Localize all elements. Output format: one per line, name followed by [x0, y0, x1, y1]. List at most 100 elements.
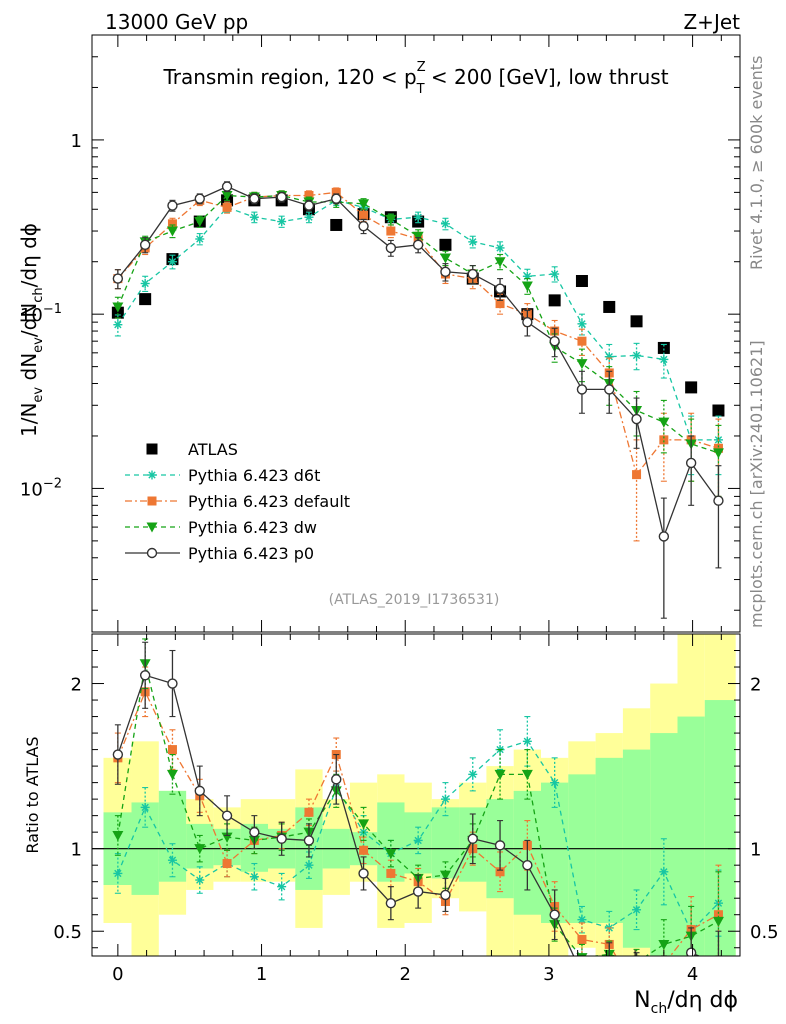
marker-square	[685, 381, 698, 394]
marker-star	[113, 320, 123, 330]
marker-triangle	[494, 769, 506, 780]
marker-circle	[440, 889, 451, 901]
marker-star	[113, 868, 123, 878]
legend-label: Pythia 6.423 dw	[188, 518, 317, 537]
marker-triangle	[166, 226, 178, 237]
marker-square	[632, 470, 642, 480]
marker-star	[140, 278, 150, 288]
ratio-plot-area: 0.5 0.5 1 1 2 2 0 1 2 3 4	[53, 634, 779, 985]
main-plot-area: 1 10 −1 10−2	[20, 34, 740, 632]
band-green	[595, 757, 623, 923]
band-green	[158, 790, 187, 882]
series-pythia-6-423-p0	[112, 641, 722, 956]
y-tick-label-right: 0.5	[750, 922, 779, 943]
marker-star	[659, 867, 669, 877]
ratio-data	[92, 634, 740, 956]
main-x-ticks	[117, 35, 722, 632]
marker-square	[495, 299, 505, 309]
y-tick-label: 2	[71, 675, 82, 696]
legend-label: Pythia 6.423 p0	[188, 544, 314, 563]
marker-circle	[249, 193, 260, 204]
marker-star-arm	[523, 737, 532, 746]
marker-triangle	[194, 844, 206, 855]
marker-circle	[494, 283, 506, 294]
marker-square	[386, 868, 396, 878]
marker-star	[195, 234, 205, 244]
marker-circle	[385, 897, 397, 909]
marker-circle	[522, 316, 533, 328]
marker-square	[630, 315, 643, 328]
marker-circle	[167, 678, 178, 689]
marker-square	[713, 910, 723, 920]
marker-square	[439, 238, 452, 251]
marker-square	[603, 300, 616, 313]
marker-triangle	[385, 849, 397, 860]
marker-triangle	[658, 417, 670, 428]
marker-triangle	[112, 302, 124, 313]
marker-square	[304, 807, 314, 817]
marker-circle	[167, 200, 178, 211]
marker-square	[304, 190, 314, 200]
marker-triangle	[712, 448, 724, 459]
y-tick-base: 10	[20, 479, 43, 500]
main-y-axis-label: 1/Nev dNev/dNch/dη dϕ	[17, 223, 46, 437]
marker-triangle	[146, 522, 158, 533]
y-tick-label: 0.5	[53, 922, 82, 943]
marker-circle	[276, 191, 287, 203]
marker-circle	[112, 273, 124, 284]
marker-star-arm	[550, 270, 559, 278]
marker-square	[331, 187, 341, 197]
marker-square	[146, 443, 158, 455]
marker-star-arm	[660, 868, 668, 876]
marker-triangle	[166, 769, 178, 780]
marker-star	[147, 470, 157, 480]
marker-star	[659, 354, 669, 364]
marker-triangle	[494, 257, 506, 268]
ratio-frame	[91, 633, 741, 957]
marker-star	[304, 860, 314, 870]
marker-square	[147, 496, 157, 506]
marker-star	[632, 350, 642, 360]
marker-square	[359, 210, 369, 220]
marker-star-arm	[550, 778, 559, 787]
marker-star	[167, 257, 177, 267]
marker-triangle	[712, 916, 724, 927]
legend: ATLAS Pythia 6.423 d6t Pythia 6.423 defaul…	[125, 440, 350, 563]
marker-circle	[331, 774, 342, 785]
marker-triangle	[412, 231, 424, 242]
marker-triangle	[385, 214, 397, 225]
series-atlas	[111, 194, 725, 417]
marker-triangle	[194, 217, 206, 228]
marker-triangle	[358, 199, 370, 210]
marker-circle	[522, 859, 533, 871]
marker-circle	[249, 826, 260, 838]
marker-star	[440, 219, 450, 229]
marker-star-arm	[414, 213, 422, 221]
marker-circle	[685, 457, 697, 469]
header-right: Z+Jet	[683, 10, 740, 34]
marker-circle	[549, 909, 560, 920]
x-tick-label: 3	[543, 964, 554, 985]
marker-star-arm	[148, 471, 156, 479]
main-panel: 110−110−2 Transmin region, 120 < pZ T < 2…	[17, 34, 741, 633]
marker-circle	[467, 268, 478, 280]
x-tick-label: 0	[112, 964, 123, 985]
ratio-y-ticks: 0.5 0.5 1 1 2 2	[53, 650, 779, 949]
y-tick-exp: −1	[43, 302, 62, 317]
marker-circle	[276, 833, 287, 844]
y-tick-label: 1	[71, 131, 82, 152]
analysis-id: (ATLAS_2019_I1736531)	[329, 592, 500, 608]
y-tick-label: 10−2	[20, 476, 62, 500]
marker-star-arm	[578, 320, 586, 328]
marker-star	[440, 794, 450, 804]
ratio-x-ticks: 0 1 2 3 4	[112, 634, 722, 985]
marker-square	[139, 293, 152, 306]
x-tick-label: 2	[399, 964, 410, 985]
marker-star-arm	[469, 238, 477, 246]
marker-star-arm	[414, 836, 422, 845]
legend-entry: Pythia 6.423 d6t	[125, 466, 320, 485]
marker-square	[222, 859, 232, 869]
y-tick-label-right: 2	[750, 675, 761, 696]
marker-square	[495, 867, 505, 877]
legend-label: Pythia 6.423 d6t	[188, 466, 320, 485]
